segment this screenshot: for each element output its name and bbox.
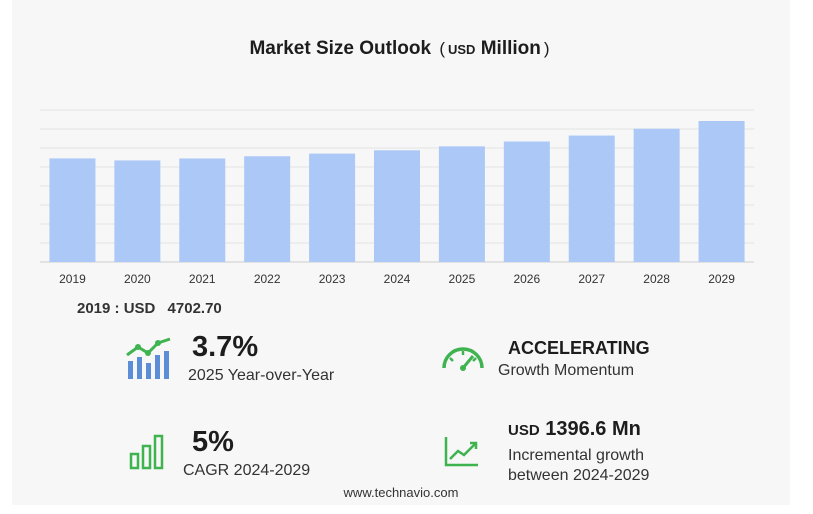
incremental-label: Incremental growth between 2024-2029	[508, 446, 649, 486]
bar-2026	[503, 141, 550, 262]
incremental-amount: 1396.6 Mn	[545, 418, 641, 440]
bar-2029	[698, 121, 745, 262]
x-tick-label: 2020	[124, 272, 151, 286]
momentum-value: ACCELERATING	[508, 338, 650, 358]
title-unit-prefix: USD	[448, 42, 476, 57]
chart-x-ticks: 2019 2020 2021 2022 2023 2024 2025 2026 2027 2028…	[59, 272, 735, 286]
base-year-label: 2019 : USD	[77, 300, 156, 317]
bar-2024	[374, 150, 420, 262]
incremental-label-line2: between 2024-2029	[508, 467, 650, 484]
x-tick-label: 2026	[513, 272, 540, 286]
momentum-label: Growth Momentum	[498, 362, 635, 379]
bar-2019	[49, 158, 96, 262]
bar-2021	[179, 158, 226, 262]
x-tick-label: 2019	[59, 272, 86, 286]
chart-bars	[49, 121, 745, 262]
cagr-value: 5%	[192, 426, 234, 458]
bar-2022	[244, 156, 291, 262]
incremental-value: USD 1396.6 Mn	[508, 418, 641, 441]
yoy-value: 3.7%	[192, 331, 259, 363]
x-tick-label: 2029	[708, 272, 735, 286]
bar-chart-icon	[129, 434, 164, 470]
chart-growth-icon	[126, 337, 171, 379]
incremental-prefix: USD	[508, 422, 540, 439]
base-year-amount: 4702.70	[167, 300, 222, 317]
yoy-label: 2025 Year-over-Year	[188, 367, 335, 384]
bar-chart: 2019 2020 2021 2022 2023 2024 2025 2026 2027 2028…	[40, 109, 754, 286]
market-outlook-panel: Market Size Outlook (USD Million) 2019 20…	[12, 0, 790, 505]
cagr-label: CAGR 2024-2029	[183, 462, 311, 479]
title-unit-main: Million	[480, 38, 541, 59]
line-chart-icon	[444, 437, 478, 467]
x-tick-label: 2027	[578, 272, 605, 286]
incremental-label-line1: Incremental growth	[508, 447, 645, 464]
x-tick-label: 2025	[449, 272, 476, 286]
bar-2025	[438, 146, 485, 262]
bar-2028	[633, 128, 680, 262]
bar-2027	[568, 135, 615, 262]
speedometer-icon	[442, 347, 484, 371]
x-tick-label: 2024	[384, 272, 411, 286]
x-tick-label: 2021	[189, 272, 216, 286]
x-tick-label: 2023	[319, 272, 346, 286]
chart-title: Market Size Outlook (USD Million)	[249, 38, 550, 59]
x-tick-label: 2028	[643, 272, 670, 286]
bar-2020	[114, 160, 161, 262]
bar-2023	[309, 153, 356, 262]
x-tick-label: 2022	[254, 272, 281, 286]
footer-source[interactable]: www.technavio.com	[343, 485, 459, 500]
title-text: Market Size Outlook	[249, 38, 432, 59]
base-year-value: 2019 : USD 4702.70	[77, 300, 222, 317]
